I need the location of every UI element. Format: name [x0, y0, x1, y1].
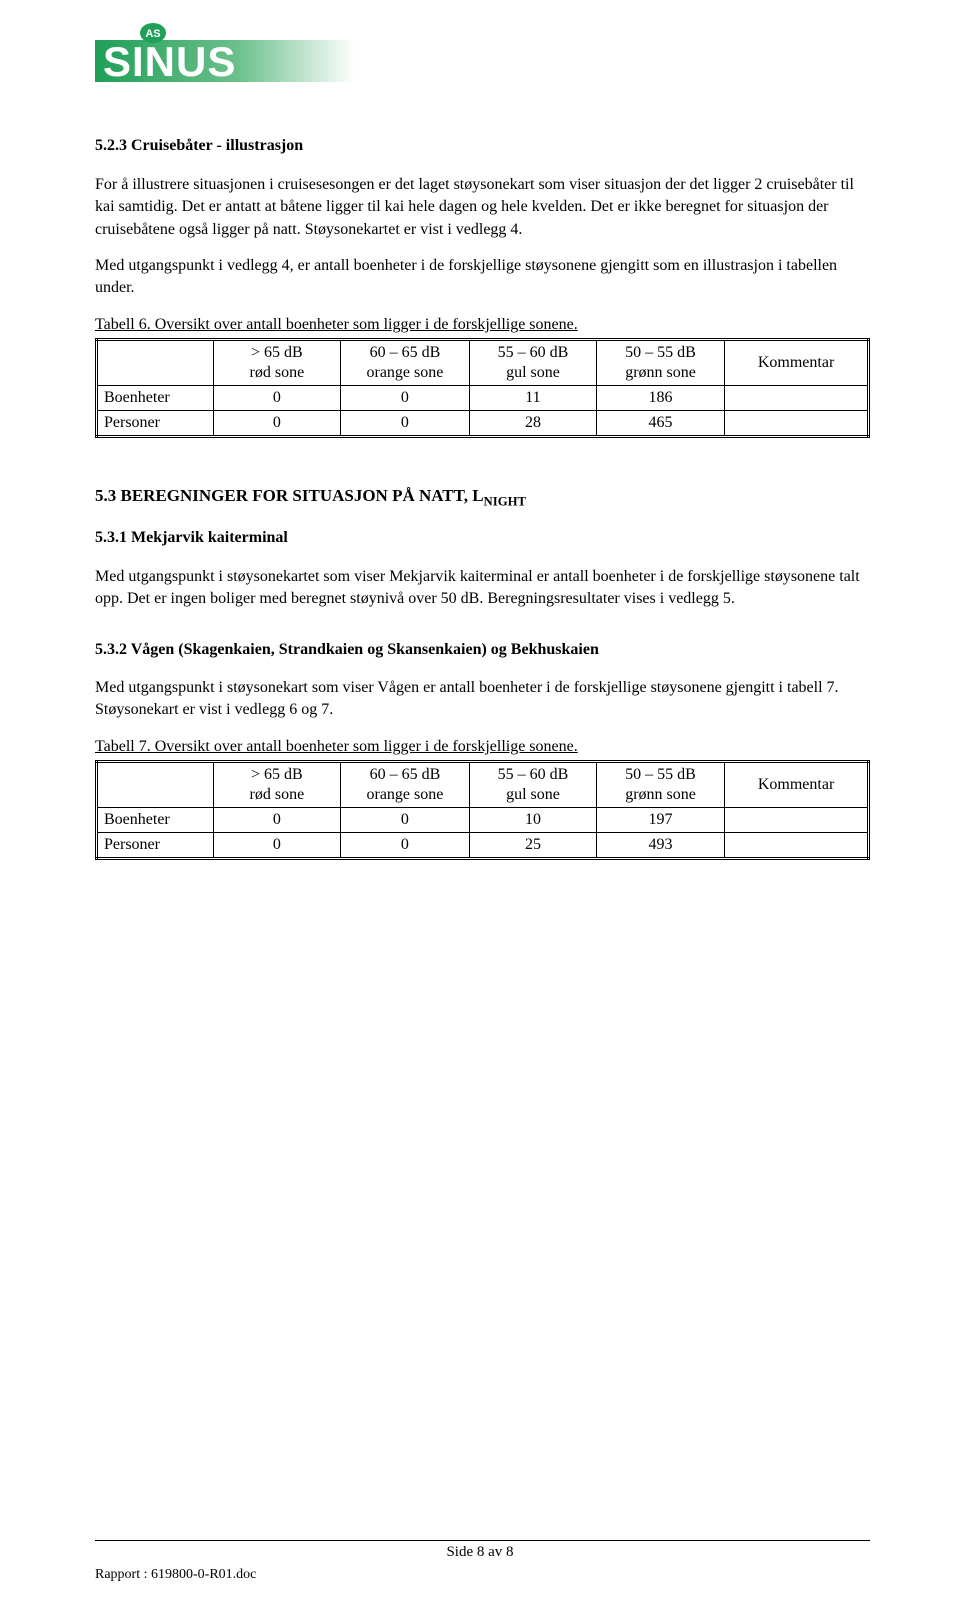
- td-val: 197: [596, 808, 724, 833]
- sinus-logo-icon: SINUS AS: [95, 20, 355, 90]
- para-523-1: For å illustrere situasjonen i cruiseses…: [95, 174, 870, 241]
- table-row: > 65 dBrød sone 60 – 65 dBorange sone 55…: [97, 340, 869, 386]
- td-val: 0: [213, 411, 340, 437]
- td-label: Personer: [97, 411, 214, 437]
- td-val: 465: [596, 411, 724, 437]
- th-green: 50 – 55 dBgrønn sone: [596, 762, 724, 808]
- caption-table7: Tabell 7. Oversikt over antall boenheter…: [95, 736, 870, 758]
- table-row: Personer 0 0 25 493: [97, 833, 869, 859]
- para-531-1: Med utgangspunkt i støysonekartet som vi…: [95, 566, 870, 611]
- th-yellow: 55 – 60 dBgul sone: [470, 340, 597, 386]
- th-orange: 60 – 65 dBorange sone: [340, 762, 469, 808]
- td-val: 28: [470, 411, 597, 437]
- td-val: 10: [470, 808, 597, 833]
- th-comment: Kommentar: [725, 762, 869, 808]
- td-val: 0: [340, 386, 469, 411]
- heading-532: 5.3.2 Vågen (Skagenkaien, Strandkaien og…: [95, 639, 870, 661]
- table-7: > 65 dBrød sone 60 – 65 dBorange sone 55…: [95, 760, 870, 860]
- td-comment: [725, 386, 869, 411]
- td-val: 0: [340, 833, 469, 859]
- td-val: 493: [596, 833, 724, 859]
- logo: SINUS AS: [95, 20, 870, 97]
- footer-divider: [95, 1540, 870, 1541]
- th-red: > 65 dBrød sone: [213, 340, 340, 386]
- table-row: > 65 dBrød sone 60 – 65 dBorange sone 55…: [97, 762, 869, 808]
- heading-523: 5.2.3 Cruisebåter - illustrasjon: [95, 135, 870, 157]
- td-val: 25: [470, 833, 597, 859]
- para-532-1: Med utgangspunkt i støysonekart som vise…: [95, 677, 870, 722]
- para-523-2: Med utgangspunkt i vedlegg 4, er antall …: [95, 255, 870, 300]
- caption-table6: Tabell 6. Oversikt over antall boenheter…: [95, 314, 870, 336]
- th-empty: [97, 340, 214, 386]
- th-empty: [97, 762, 214, 808]
- td-comment: [725, 411, 869, 437]
- th-yellow: 55 – 60 dBgul sone: [470, 762, 597, 808]
- footer-page-number: Side 8 av 8: [0, 1542, 960, 1563]
- footer-rapport: Rapport : 619800-0-R01.doc: [95, 1565, 256, 1585]
- td-comment: [725, 833, 869, 859]
- th-comment: Kommentar: [725, 340, 869, 386]
- svg-text:SINUS: SINUS: [103, 38, 236, 85]
- td-label: Boenheter: [97, 808, 214, 833]
- td-comment: [725, 808, 869, 833]
- td-val: 0: [213, 808, 340, 833]
- td-val: 186: [596, 386, 724, 411]
- table-6: > 65 dBrød sone 60 – 65 dBorange sone 55…: [95, 338, 870, 438]
- table-row: Boenheter 0 0 10 197: [97, 808, 869, 833]
- heading-531: 5.3.1 Mekjarvik kaiterminal: [95, 527, 870, 549]
- td-val: 0: [213, 833, 340, 859]
- table-row: Boenheter 0 0 11 186: [97, 386, 869, 411]
- td-label: Personer: [97, 833, 214, 859]
- td-label: Boenheter: [97, 386, 214, 411]
- svg-text:AS: AS: [145, 28, 160, 40]
- td-val: 0: [340, 411, 469, 437]
- th-red: > 65 dBrød sone: [213, 762, 340, 808]
- th-green: 50 – 55 dBgrønn sone: [596, 340, 724, 386]
- td-val: 0: [340, 808, 469, 833]
- td-val: 11: [470, 386, 597, 411]
- heading-53: 5.3 BEREGNINGER FOR SITUASJON PÅ NATT, L…: [95, 484, 870, 511]
- table-row: Personer 0 0 28 465: [97, 411, 869, 437]
- td-val: 0: [213, 386, 340, 411]
- th-orange: 60 – 65 dBorange sone: [340, 340, 469, 386]
